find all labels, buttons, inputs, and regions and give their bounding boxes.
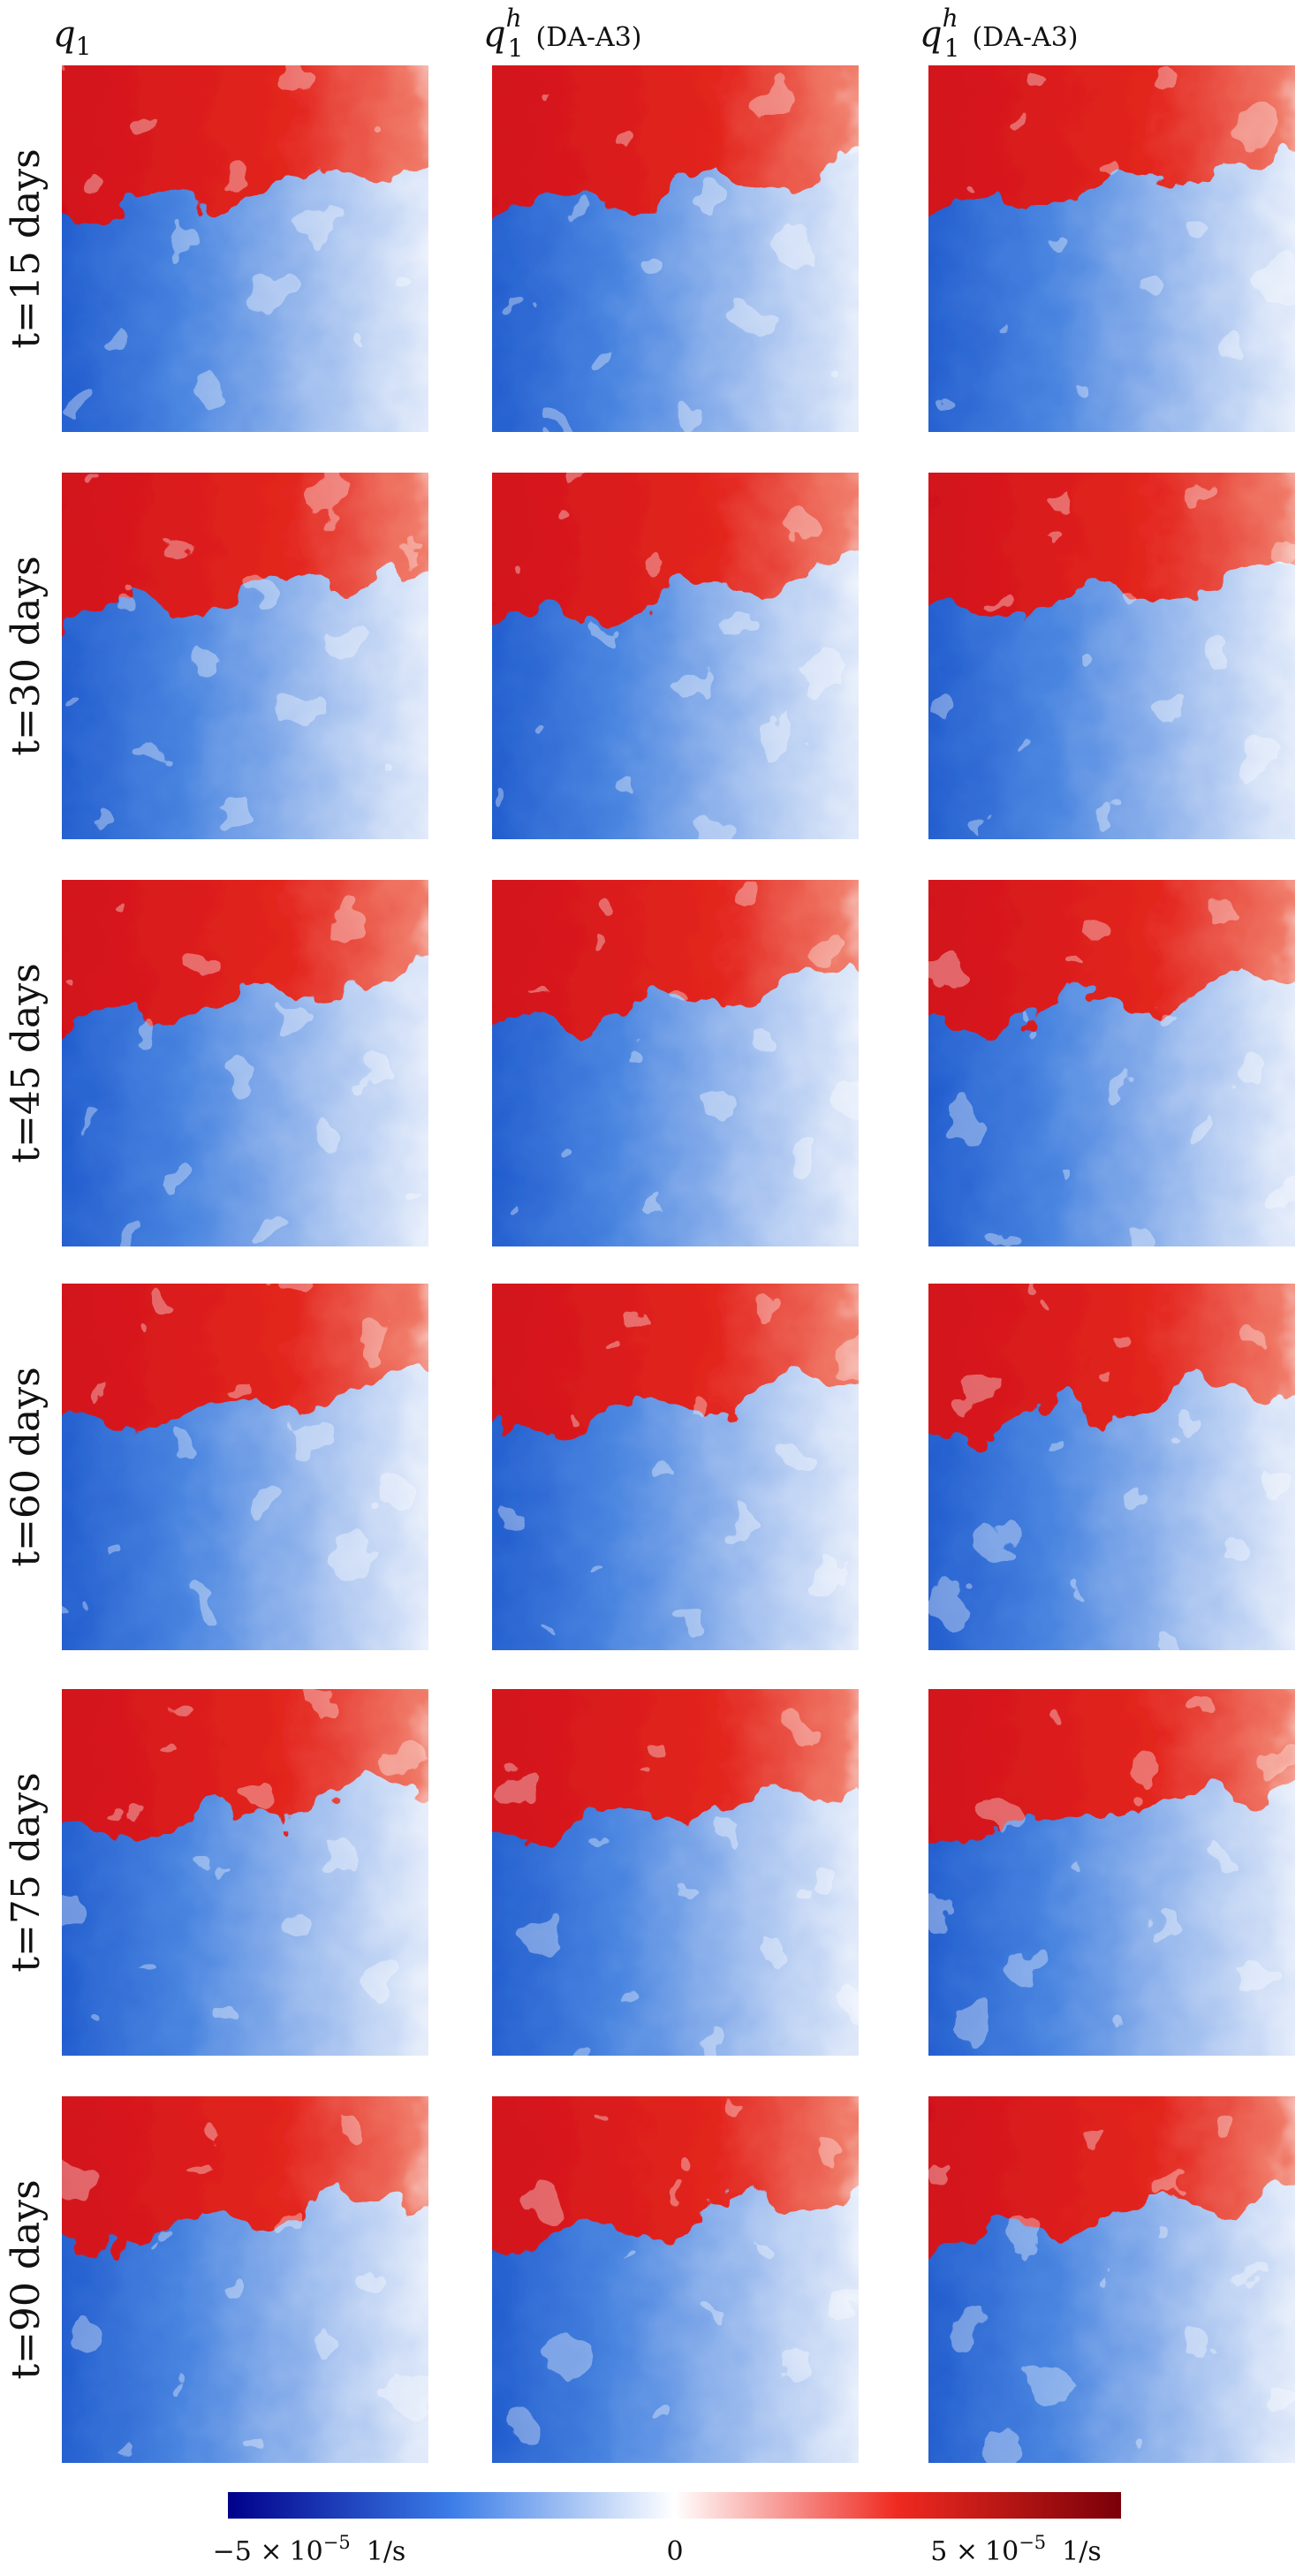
- column-header: qh 1 (DA-A3): [920, 4, 1079, 63]
- row-label: t=45 days: [4, 963, 49, 1163]
- field-panel: [62, 1284, 428, 1650]
- field-panel: [928, 1284, 1295, 1650]
- field-panel: [492, 2096, 859, 2463]
- row-label: t=15 days: [4, 148, 49, 348]
- field-panel: [928, 1689, 1295, 2056]
- field-panel: [492, 473, 859, 839]
- row-label: t=30 days: [4, 556, 49, 755]
- colorbar: [228, 2492, 1121, 2519]
- field-panel: [62, 473, 428, 839]
- colorbar-label: −5 × 10−5 1/s: [213, 2532, 406, 2567]
- colorbar-label: 5 × 10−5 1/s: [930, 2532, 1102, 2567]
- field-panel: [492, 880, 859, 1246]
- field-panel: [928, 2096, 1295, 2463]
- field-panel: [928, 65, 1295, 432]
- field-panel: [492, 1284, 859, 1650]
- row-label: t=60 days: [4, 1367, 49, 1566]
- field-panel: [62, 65, 428, 432]
- row-label: t=90 days: [4, 2179, 49, 2379]
- column-header: qh 1 (DA-A3): [483, 4, 642, 63]
- field-panel: [62, 1689, 428, 2056]
- field-panel: [492, 65, 859, 432]
- field-panel: [492, 1689, 859, 2056]
- field-panel: [62, 2096, 428, 2463]
- field-panel: [928, 880, 1295, 1246]
- field-panel: [62, 880, 428, 1246]
- colorbar-label: 0: [666, 2536, 683, 2567]
- column-header: q1: [53, 14, 91, 61]
- row-label: t=75 days: [4, 1772, 49, 1972]
- field-panel: [928, 473, 1295, 839]
